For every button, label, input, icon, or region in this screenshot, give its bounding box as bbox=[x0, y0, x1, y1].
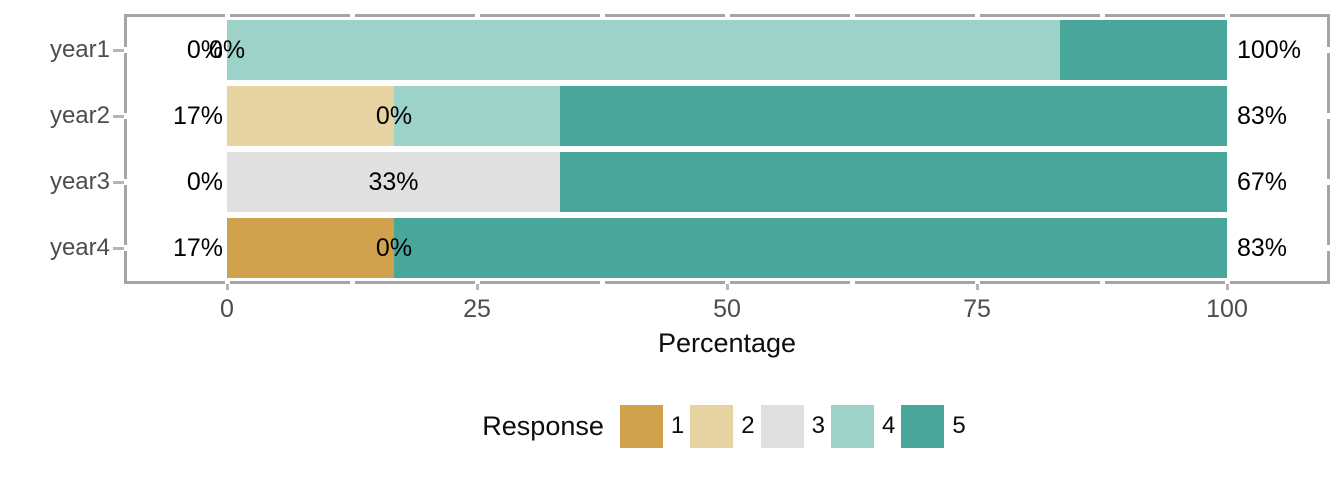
legend-swatch bbox=[690, 404, 734, 448]
border-gap bbox=[349, 281, 355, 284]
y-axis-label: year4 bbox=[49, 234, 110, 261]
border-gap bbox=[1099, 281, 1105, 284]
x-tick bbox=[475, 284, 479, 290]
bar-label-neutral: 0% bbox=[208, 36, 246, 64]
legend-item-label: 1 bbox=[670, 412, 685, 439]
bar-segment bbox=[227, 86, 394, 146]
y-tick bbox=[113, 180, 124, 184]
bar-segment bbox=[394, 218, 1227, 278]
border-gap bbox=[1099, 14, 1105, 17]
legend-swatch bbox=[901, 404, 945, 448]
border-gap bbox=[724, 281, 730, 284]
x-tick-label: 50 bbox=[713, 295, 741, 323]
bar-label-high: 83% bbox=[1237, 102, 1288, 130]
legend-item: 5 bbox=[901, 404, 966, 448]
bar-label-neutral: 33% bbox=[368, 168, 419, 196]
legend-items: 1 2 3 4 5 bbox=[619, 404, 972, 448]
y-axis-label: year2 bbox=[49, 102, 110, 129]
bar-segment bbox=[560, 152, 1227, 212]
bar-segment bbox=[1060, 20, 1227, 80]
bar-segment bbox=[560, 86, 1227, 146]
border-gap bbox=[1327, 179, 1330, 185]
x-tick-label: 25 bbox=[463, 295, 491, 323]
bar-label-low: 17% bbox=[172, 102, 223, 130]
x-tick bbox=[225, 284, 229, 290]
legend-swatch bbox=[619, 404, 663, 448]
legend-item-label: 5 bbox=[952, 412, 966, 439]
border-gap bbox=[1327, 113, 1330, 119]
y-axis-label: year3 bbox=[49, 168, 110, 195]
legend-item: 4 bbox=[830, 404, 896, 448]
bar-segment bbox=[227, 218, 394, 278]
border-gap bbox=[349, 14, 355, 17]
x-tick bbox=[975, 284, 979, 290]
border-gap bbox=[1327, 245, 1330, 251]
legend-item: 1 bbox=[619, 404, 685, 448]
border-gap bbox=[974, 14, 980, 17]
legend-item-label: 3 bbox=[811, 412, 825, 439]
legend-swatch bbox=[830, 404, 874, 448]
border-gap bbox=[124, 245, 127, 251]
border-gap bbox=[1224, 281, 1230, 284]
legend-item-label: 2 bbox=[741, 412, 755, 439]
border-gap bbox=[1224, 14, 1230, 17]
y-tick bbox=[113, 48, 124, 52]
y-axis-label: year1 bbox=[49, 36, 110, 63]
border-gap bbox=[474, 281, 480, 284]
border-gap bbox=[124, 47, 127, 53]
border-gap bbox=[724, 14, 730, 17]
bar-label-high: 83% bbox=[1237, 234, 1288, 262]
plot-panel: 0% 0% 100% 17% 0% 83% 0% 33% 67% 17% 0% 83% bbox=[113, 14, 1330, 290]
x-tick-label: 75 bbox=[963, 295, 991, 323]
bar-label-high: 67% bbox=[1237, 168, 1288, 196]
bar-segment bbox=[394, 86, 560, 146]
border-gap bbox=[474, 14, 480, 17]
border-gap bbox=[974, 281, 980, 284]
bar-label-low: 0% bbox=[186, 36, 223, 64]
border-gap bbox=[599, 281, 605, 284]
border-gap bbox=[1327, 47, 1330, 53]
legend-item-label: 4 bbox=[881, 412, 896, 439]
y-tick bbox=[113, 246, 124, 250]
bar-label-neutral: 0% bbox=[375, 102, 413, 130]
legend-item: 3 bbox=[760, 404, 825, 448]
border-gap bbox=[124, 179, 127, 185]
bar-label-high: 100% bbox=[1237, 36, 1301, 64]
x-tick bbox=[725, 284, 729, 290]
bar-segment bbox=[227, 152, 560, 212]
bar-label-low: 0% bbox=[186, 168, 223, 196]
y-tick bbox=[113, 114, 124, 118]
bar-label-low: 17% bbox=[172, 234, 223, 262]
x-tick-label: 0 bbox=[220, 295, 234, 323]
x-tick bbox=[1225, 284, 1229, 290]
border-gap bbox=[224, 281, 230, 284]
border-gap bbox=[849, 14, 855, 17]
x-axis-title: Percentage bbox=[657, 328, 797, 358]
bar-segment bbox=[227, 20, 1060, 80]
bar-label-neutral: 0% bbox=[375, 234, 413, 262]
border-gap bbox=[599, 14, 605, 17]
legend-swatch bbox=[760, 404, 804, 448]
legend-item: 2 bbox=[690, 404, 755, 448]
border-gap bbox=[124, 113, 127, 119]
border-gap bbox=[849, 281, 855, 284]
border-gap bbox=[224, 14, 230, 17]
legend-title: Response bbox=[482, 410, 604, 441]
x-tick-label: 100 bbox=[1206, 295, 1248, 323]
legend: Response 1 2 3 4 5 bbox=[110, 403, 1344, 449]
